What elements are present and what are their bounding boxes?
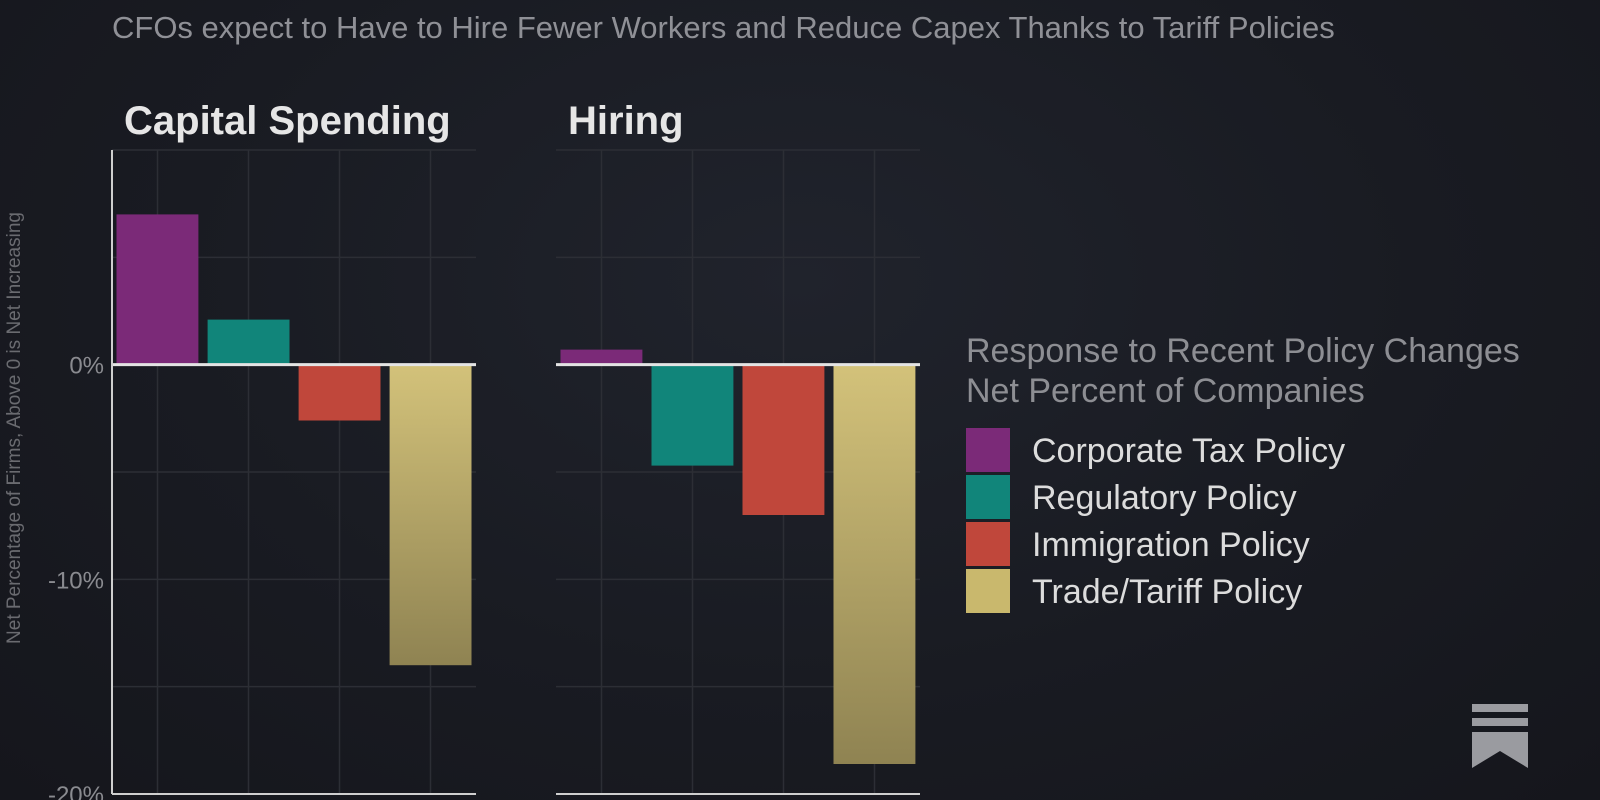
bookmark-logo-icon <box>1472 704 1528 768</box>
panel-title: Hiring <box>568 99 684 143</box>
bar-trade-tariff-policy <box>833 364 916 764</box>
bar-trade-tariff-policy <box>389 364 472 666</box>
legend-label: Immigration Policy <box>1032 526 1310 564</box>
bar-immigration-policy <box>742 364 825 515</box>
bar-regulatory-policy <box>207 319 290 365</box>
y-tick-label: -10% <box>48 567 104 594</box>
panel-hiring: Hiring <box>556 99 920 795</box>
panel-title: Capital Spending <box>124 99 451 143</box>
legend-swatch <box>966 522 1010 566</box>
legend-swatch <box>966 475 1010 519</box>
legend-label: Corporate Tax Policy <box>1032 432 1345 470</box>
bar-regulatory-policy <box>651 364 734 466</box>
panels: Capital Spending Hiring 0% -10% -20% <box>48 99 920 800</box>
y-axis-label: Net Percentage of Firms, Above 0 is Net … <box>4 212 25 644</box>
bar-corporate-tax-policy <box>116 214 199 365</box>
legend-title: Net Percent of Companies <box>966 372 1365 410</box>
panel-capital-spending: Capital Spending <box>111 99 476 795</box>
y-tick-label: 0% <box>69 353 104 380</box>
bar-corporate-tax-policy <box>560 349 643 365</box>
legend-label: Trade/Tariff Policy <box>1032 573 1302 611</box>
y-tick-label: -20% <box>48 782 104 800</box>
legend-swatch <box>966 569 1010 613</box>
chart-title: CFOs expect to Have to Hire Fewer Worker… <box>112 10 1335 45</box>
legend-title: Response to Recent Policy Changes <box>966 332 1520 370</box>
bar-immigration-policy <box>298 364 381 421</box>
legend-label: Regulatory Policy <box>1032 479 1297 517</box>
legend-swatch <box>966 428 1010 472</box>
